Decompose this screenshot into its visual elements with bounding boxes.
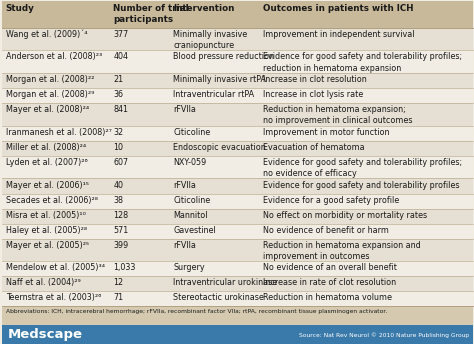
Text: Mannitol: Mannitol	[173, 211, 208, 219]
Text: 38: 38	[113, 196, 123, 205]
Text: Haley et al. (2005)²⁸: Haley et al. (2005)²⁸	[6, 226, 87, 235]
Text: Endoscopic evacuation: Endoscopic evacuation	[173, 143, 266, 152]
Text: Morgan et al. (2008)²²: Morgan et al. (2008)²²	[6, 75, 94, 84]
Bar	[2, 51, 473, 73]
Bar	[2, 156, 473, 179]
Text: Stereotactic urokinase: Stereotactic urokinase	[173, 293, 264, 302]
Text: 399: 399	[113, 241, 128, 250]
Text: Evidence for good safety and tolerability profiles;
reduction in hematoma expans: Evidence for good safety and tolerabilit…	[263, 53, 462, 73]
Text: Gavestinel: Gavestinel	[173, 226, 216, 235]
Text: Morgan et al. (2008)²⁹: Morgan et al. (2008)²⁹	[6, 90, 94, 99]
Text: rFVIIa: rFVIIa	[173, 241, 196, 250]
Bar	[2, 224, 473, 239]
Bar	[2, 73, 473, 88]
Text: Improvement in motor function: Improvement in motor function	[263, 128, 390, 137]
Text: Mayer et al. (2006)¹⁵: Mayer et al. (2006)¹⁵	[6, 181, 89, 190]
Bar	[2, 307, 473, 325]
Text: Reduction in hematoma expansion and
improvement in outcomes: Reduction in hematoma expansion and impr…	[263, 241, 421, 261]
Bar	[2, 291, 473, 307]
Text: 40: 40	[113, 181, 123, 190]
Text: Anderson et al. (2008)²³: Anderson et al. (2008)²³	[6, 53, 102, 62]
Text: NXY-059: NXY-059	[173, 158, 206, 167]
Text: Evidence for a good safety profile: Evidence for a good safety profile	[263, 196, 399, 205]
Text: Wang et al. (2009)´⁴: Wang et al. (2009)´⁴	[6, 30, 87, 39]
Bar	[2, 325, 473, 344]
Text: Blood pressure reduction: Blood pressure reduction	[173, 53, 274, 62]
Text: Citicoline: Citicoline	[173, 128, 210, 137]
Text: Reduction in hematoma volume: Reduction in hematoma volume	[263, 293, 392, 302]
Text: Improvement in independent survival: Improvement in independent survival	[263, 30, 415, 39]
Text: Citicoline: Citicoline	[173, 196, 210, 205]
Text: Miller et al. (2008)²⁴: Miller et al. (2008)²⁴	[6, 143, 86, 152]
Text: Misra et al. (2005)¹⁰: Misra et al. (2005)¹⁰	[6, 211, 86, 219]
Bar	[2, 179, 473, 194]
Bar	[2, 1, 473, 28]
Text: Mayer et al. (2005)²⁵: Mayer et al. (2005)²⁵	[6, 241, 89, 250]
Text: Source: Nat Rev Neurol © 2010 Nature Publishing Group: Source: Nat Rev Neurol © 2010 Nature Pub…	[299, 332, 469, 337]
Text: 377: 377	[113, 30, 128, 39]
Bar	[2, 141, 473, 156]
Text: rFVIIa: rFVIIa	[173, 105, 196, 114]
Text: No evidence of an overall benefit: No evidence of an overall benefit	[263, 263, 397, 272]
Text: Lyden et al. (2007)²⁶: Lyden et al. (2007)²⁶	[6, 158, 87, 167]
Text: Study: Study	[6, 4, 35, 13]
Text: Teernstra et al. (2003)²⁶: Teernstra et al. (2003)²⁶	[6, 293, 101, 302]
Bar	[2, 276, 473, 291]
Text: 21: 21	[113, 75, 123, 84]
Text: Intraventricular urokinase: Intraventricular urokinase	[173, 278, 277, 287]
Text: 1,033: 1,033	[113, 263, 136, 272]
Text: Mayer et al. (2008)²⁴: Mayer et al. (2008)²⁴	[6, 105, 89, 114]
Text: 607: 607	[113, 158, 128, 167]
Text: Number of trial
participants: Number of trial participants	[113, 4, 189, 24]
Text: No effect on morbidity or mortality rates: No effect on morbidity or mortality rate…	[263, 211, 427, 219]
Text: Increase in clot resolution: Increase in clot resolution	[263, 75, 367, 84]
Text: Mendelow et al. (2005)³⁴: Mendelow et al. (2005)³⁴	[6, 263, 105, 272]
Text: 10: 10	[113, 143, 123, 152]
Bar	[2, 239, 473, 261]
Text: Evidence for good safety and tolerability profiles;
no evidence of efficacy: Evidence for good safety and tolerabilit…	[263, 158, 462, 178]
Bar	[2, 126, 473, 141]
Text: 841: 841	[113, 105, 128, 114]
Text: 71: 71	[113, 293, 123, 302]
Text: 404: 404	[113, 53, 128, 62]
Text: Minimally invasive
craniopuncture: Minimally invasive craniopuncture	[173, 30, 247, 50]
Text: 571: 571	[113, 226, 128, 235]
Text: Secades et al. (2006)²⁸: Secades et al. (2006)²⁸	[6, 196, 98, 205]
Text: Increase in rate of clot resolution: Increase in rate of clot resolution	[263, 278, 396, 287]
Text: 32: 32	[113, 128, 123, 137]
Text: 36: 36	[113, 90, 123, 99]
Text: Minimally invasive rtPA: Minimally invasive rtPA	[173, 75, 266, 84]
Bar	[2, 194, 473, 208]
Text: Reduction in hematoma expansion;
no improvement in clinical outcomes: Reduction in hematoma expansion; no impr…	[263, 105, 412, 125]
Text: 128: 128	[113, 211, 128, 219]
Text: No evidence of benefit or harm: No evidence of benefit or harm	[263, 226, 389, 235]
Text: rFVIIa: rFVIIa	[173, 181, 196, 190]
Text: Evidence for good safety and tolerability profiles: Evidence for good safety and tolerabilit…	[263, 181, 460, 190]
Bar	[2, 88, 473, 103]
Bar	[2, 28, 473, 51]
Text: Surgery: Surgery	[173, 263, 205, 272]
Text: Intervention: Intervention	[173, 4, 234, 13]
Text: Medscape: Medscape	[8, 328, 83, 341]
Text: 12: 12	[113, 278, 123, 287]
Text: Intraventricular rtPA: Intraventricular rtPA	[173, 90, 254, 99]
Bar	[2, 208, 473, 224]
Text: Naff et al. (2004)²⁹: Naff et al. (2004)²⁹	[6, 278, 81, 287]
Text: Evacuation of hematoma: Evacuation of hematoma	[263, 143, 365, 152]
Text: Abbreviations: ICH, intracerebral hemorrhage; rFVIIa, recombinant factor VIIa; r: Abbreviations: ICH, intracerebral hemorr…	[6, 309, 387, 314]
Text: Outcomes in patients with ICH: Outcomes in patients with ICH	[263, 4, 414, 13]
Text: Increase in clot lysis rate: Increase in clot lysis rate	[263, 90, 363, 99]
Bar	[2, 103, 473, 126]
Text: Iranmanesh et al. (2008)²⁷: Iranmanesh et al. (2008)²⁷	[6, 128, 111, 137]
Bar	[2, 261, 473, 276]
